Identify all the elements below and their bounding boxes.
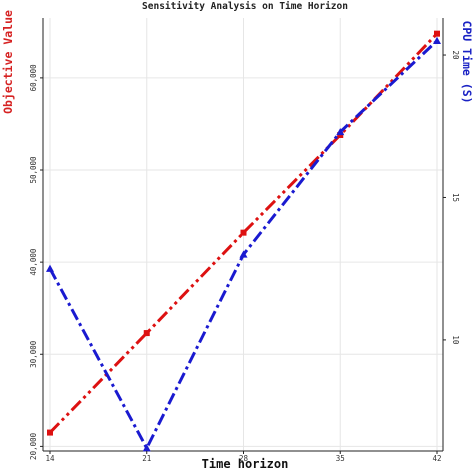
x-tick-label-1: 21 <box>142 454 151 463</box>
y-right-tick-label-1: 15 <box>451 193 460 202</box>
y-axis-right-label: CPU Time (S) <box>460 20 474 103</box>
y-left-tick-label-4: 60,000 <box>29 64 38 92</box>
series-1-point-4 <box>433 36 441 44</box>
ticks-layer: 14 21 28 35 42 20,000 30,000 40,000 50,000 60,000… <box>29 51 460 463</box>
series-1-point-0 <box>46 264 54 272</box>
x-tick-label-2: 28 <box>239 454 249 463</box>
y-left-tick-label-1: 30,000 <box>29 340 38 368</box>
x-axis-label: Time horizon <box>202 457 289 471</box>
series-layer <box>46 30 441 452</box>
grid-layer <box>43 18 443 451</box>
chart-title: Sensitivity Analysis on Time Horizon <box>142 1 348 12</box>
y-left-tick-label-2: 40,000 <box>29 248 38 276</box>
y-right-tick-label-0: 10 <box>451 335 460 345</box>
series-1-point-1 <box>142 444 151 452</box>
series-0-point-2 <box>240 229 247 236</box>
x-tick-label-3: 35 <box>336 454 345 463</box>
x-tick-label-4: 42 <box>432 454 441 463</box>
series-0-point-4 <box>434 30 440 37</box>
series-0-point-1 <box>143 330 150 337</box>
x-tick-label-0: 14 <box>45 454 55 463</box>
series-0-point-0 <box>47 429 53 436</box>
series-1-point-3 <box>336 127 345 136</box>
y-axis-left-label: Objective Value <box>1 10 15 114</box>
series-1-point-2 <box>239 250 248 258</box>
y-left-tick-label-3: 50,000 <box>29 156 38 184</box>
y-left-tick-label-0: 20,000 <box>29 432 38 460</box>
y-right-tick-label-2: 20 <box>451 51 460 61</box>
